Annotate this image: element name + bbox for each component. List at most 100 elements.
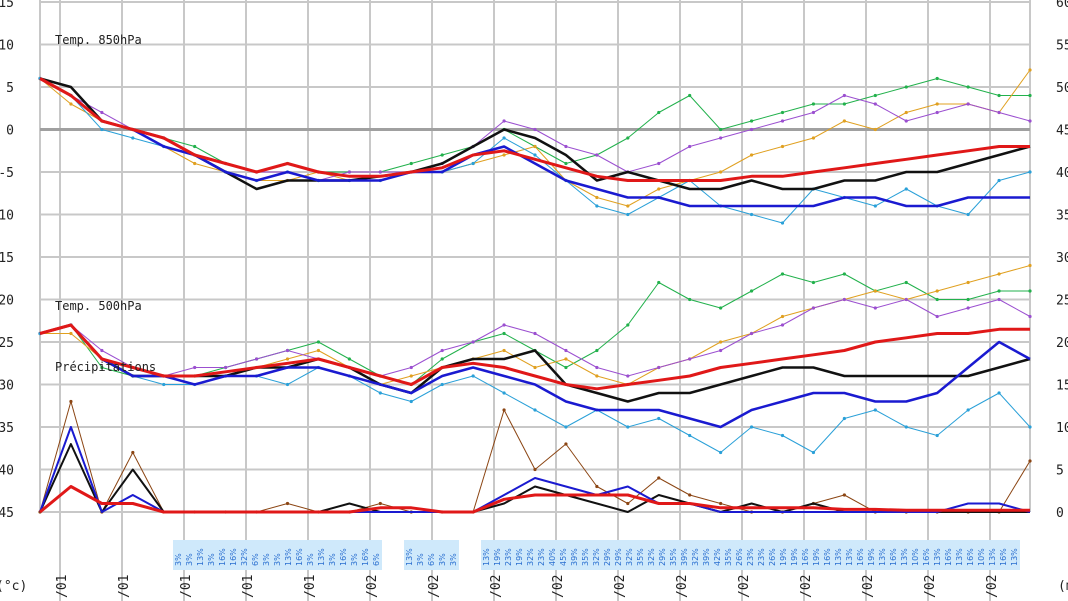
series-point [966,212,970,217]
series-point [811,450,816,455]
probability-label: 19% [515,548,524,566]
series-point [1028,170,1032,174]
probability-label: 35% [636,548,645,566]
x-tick-label: /02 [675,575,690,598]
probability-box [646,540,657,570]
series-point [657,280,661,285]
probability-label: 23% [537,548,546,566]
x-tick-label: /02 [923,575,938,598]
probability-box [998,540,1009,570]
series-point [440,382,444,387]
probability-label: 35% [669,548,678,566]
probability-label: 3% [306,553,315,566]
series-point [285,382,290,387]
probability-label: 13% [317,548,326,566]
probability-box [514,540,525,570]
series-point [935,76,939,81]
series-point [533,331,537,336]
series-point [626,323,630,327]
y2-tick-label: 50 [1056,81,1068,96]
series-point [533,127,537,132]
series-point [595,153,599,157]
probability-box [899,540,910,570]
series-point [1028,459,1032,463]
series-point [595,204,599,208]
probability-box [261,540,272,570]
probability-label: 3% [185,553,194,566]
series-point [935,297,939,302]
y-axis-label: (°c) [0,579,27,594]
series-point [285,357,290,361]
probability-label: 13% [482,548,491,566]
probability-box [690,540,701,570]
probability-box [272,540,283,570]
x-tick-label: /02 [613,575,628,598]
series-point [688,357,692,361]
series-point [409,365,413,370]
series-point [1028,425,1032,429]
series-point [347,170,351,174]
probability-box [547,540,558,570]
probability-label: 6% [372,553,381,566]
series-point [873,102,877,106]
series-point [347,357,351,361]
y2-tick-label: 15 [1056,379,1068,394]
series-point [595,374,599,378]
series-point [100,348,104,353]
probability-label: 16% [999,548,1008,566]
probability-label: 29% [658,548,667,566]
series-point [378,391,382,395]
series-point [626,204,630,208]
series-point [842,272,846,276]
series-point [657,110,661,115]
series-point [1028,93,1032,98]
probability-box [426,540,437,570]
probability-box [701,540,712,570]
series-point [626,212,630,217]
series-point [224,365,228,370]
series-point [595,365,599,370]
series-point [719,306,723,310]
series-point [719,170,723,174]
series-point [533,144,537,149]
x-tick-label: /02 [861,575,876,598]
series-point [131,136,135,140]
probability-box [250,540,261,570]
probability-label: 19% [812,548,821,566]
probability-label: 13% [834,548,843,566]
y2-tick-label: 55 [1056,39,1068,54]
y-tick-label: 0 [6,124,14,139]
y-tick-label: -15 [0,251,14,266]
probability-box [800,540,811,570]
y2-tick-label: 10 [1056,421,1068,436]
series-point [378,501,382,506]
series-point [409,399,413,404]
series-point [657,161,661,166]
probability-box [536,540,547,570]
probability-label: 10% [911,548,920,566]
series-point [564,161,568,166]
series-point [935,314,939,319]
y-tick-label: -10 [0,209,14,224]
series-point [1028,68,1032,72]
probability-box [228,540,239,570]
series-point [966,85,970,89]
probability-box [195,540,206,570]
series-point [688,297,692,302]
series-point [997,178,1001,183]
probability-label: 16% [801,548,810,566]
series-point [780,433,785,438]
x-tick-label: /02 [799,575,814,598]
x-tick-label: /02 [365,575,380,598]
series-point [780,110,785,115]
series-line [39,77,1030,182]
series-point [564,144,568,149]
series-point [595,484,599,489]
series-point [997,297,1001,302]
series-point [471,374,475,378]
series-point [502,153,506,157]
probability-label: 13% [1010,548,1019,566]
series-point [378,170,382,174]
